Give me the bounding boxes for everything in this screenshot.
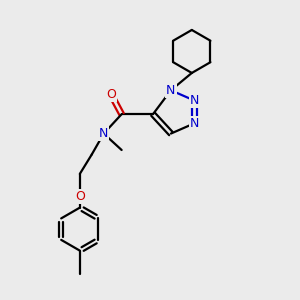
Text: N: N: [166, 84, 176, 97]
Text: O: O: [75, 190, 85, 203]
Text: N: N: [99, 127, 108, 140]
Text: N: N: [190, 117, 200, 130]
Text: N: N: [190, 94, 200, 107]
Text: O: O: [106, 88, 116, 101]
